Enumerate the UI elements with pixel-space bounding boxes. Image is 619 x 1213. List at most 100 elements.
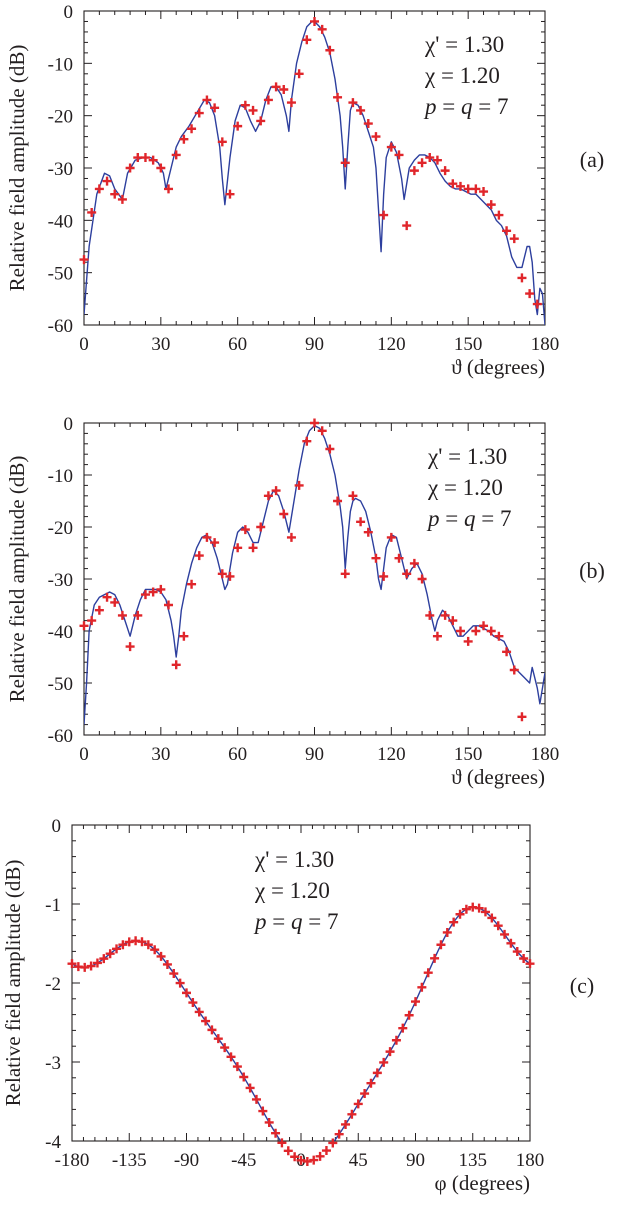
data-point-marker xyxy=(286,98,296,108)
data-point-marker xyxy=(509,665,519,675)
y-tick-label: -40 xyxy=(48,211,73,232)
data-point-marker xyxy=(117,610,127,620)
data-point-marker xyxy=(394,553,404,563)
data-point-marker xyxy=(87,616,97,626)
data-point-marker xyxy=(409,166,419,176)
data-point-marker xyxy=(356,105,366,115)
data-point-marker xyxy=(110,597,120,607)
data-point-marker xyxy=(440,166,450,176)
data-point-marker xyxy=(133,153,143,163)
x-tick-label: 120 xyxy=(377,334,406,355)
data-point-marker xyxy=(353,1099,363,1109)
data-point-marker xyxy=(67,959,77,969)
data-point-marker xyxy=(363,119,373,129)
data-point-marker xyxy=(302,35,312,45)
data-point-marker xyxy=(500,929,510,939)
y-tick-label: 0 xyxy=(64,414,74,435)
data-point-marker xyxy=(340,158,350,168)
x-tick-label: 0 xyxy=(79,744,89,765)
y-tick-label: -60 xyxy=(48,726,73,747)
x-tick-label: 180 xyxy=(531,744,560,765)
data-point-marker xyxy=(164,184,174,194)
data-point-marker xyxy=(502,647,512,657)
x-tick-label: -180 xyxy=(55,1150,90,1171)
data-point-marker xyxy=(471,184,481,194)
data-point-marker xyxy=(251,1094,261,1104)
data-point-marker xyxy=(179,631,189,641)
y-tick-label: -30 xyxy=(48,159,73,180)
data-point-marker xyxy=(402,221,412,231)
data-point-marker xyxy=(125,163,135,173)
data-point-marker xyxy=(494,210,504,220)
data-point-marker xyxy=(474,903,484,913)
data-point-marker xyxy=(279,509,289,519)
x-axis-label: ϑ (degrees) xyxy=(451,355,545,379)
data-point-marker xyxy=(125,642,135,652)
data-point-marker xyxy=(371,132,381,142)
x-tick-label: 90 xyxy=(305,744,324,765)
x-tick-label: -45 xyxy=(231,1150,256,1171)
data-point-marker xyxy=(449,917,459,927)
parameter-annotation: χ' = 1.30 xyxy=(427,444,507,469)
data-point-marker xyxy=(210,103,220,113)
data-point-marker xyxy=(432,631,442,641)
data-point-marker xyxy=(479,621,489,631)
y-tick-label: -40 xyxy=(48,622,73,643)
data-point-marker xyxy=(430,953,440,963)
data-point-marker xyxy=(290,1152,300,1162)
data-point-marker xyxy=(105,949,115,959)
data-point-marker xyxy=(194,551,204,561)
data-point-marker xyxy=(239,1072,249,1082)
data-point-marker xyxy=(86,961,96,971)
data-point-marker xyxy=(102,592,112,602)
data-point-marker xyxy=(386,532,396,542)
data-point-marker xyxy=(455,181,465,191)
data-point-marker xyxy=(256,116,266,126)
data-point-marker xyxy=(317,426,327,436)
data-point-marker xyxy=(333,92,343,102)
data-point-marker xyxy=(271,486,281,496)
data-point-marker xyxy=(398,1023,408,1033)
data-point-marker xyxy=(432,155,442,165)
x-tick-label: -90 xyxy=(174,1150,199,1171)
parameter-annotation: χ' = 1.30 xyxy=(254,847,334,872)
data-point-marker xyxy=(302,1156,312,1166)
data-point-marker xyxy=(99,954,109,964)
x-tick-label: 135 xyxy=(459,1150,488,1171)
data-point-marker xyxy=(92,958,102,968)
data-point-marker xyxy=(404,1010,414,1020)
parameter-annotation: χ' = 1.30 xyxy=(424,32,504,57)
x-axis-label: ϑ (degrees) xyxy=(451,765,545,789)
data-point-marker xyxy=(334,1129,344,1139)
data-point-marker xyxy=(187,124,197,134)
data-point-marker xyxy=(525,289,535,299)
data-point-marker xyxy=(417,574,427,584)
data-point-marker xyxy=(315,1151,325,1161)
data-point-marker xyxy=(245,1083,255,1093)
data-point-marker xyxy=(143,940,153,950)
x-axis-label: φ (degrees) xyxy=(435,1171,530,1195)
data-point-marker xyxy=(463,636,473,646)
data-point-marker xyxy=(286,532,296,542)
data-point-marker xyxy=(309,1155,319,1165)
x-tick-label: 45 xyxy=(349,1150,368,1171)
x-tick-label: 120 xyxy=(377,744,406,765)
x-tick-label: -135 xyxy=(112,1150,147,1171)
data-point-marker xyxy=(87,207,97,217)
data-point-marker xyxy=(325,444,335,454)
data-point-marker xyxy=(232,1062,242,1072)
data-point-marker xyxy=(171,660,181,670)
x-tick-label: 150 xyxy=(454,744,483,765)
data-point-marker xyxy=(493,921,503,931)
data-point-marker xyxy=(94,605,104,615)
data-point-marker xyxy=(321,1146,331,1156)
data-point-marker xyxy=(271,82,281,92)
data-point-marker xyxy=(423,968,433,978)
data-point-marker xyxy=(263,95,273,105)
data-point-marker xyxy=(448,179,458,189)
data-point-marker xyxy=(461,904,471,914)
data-point-marker xyxy=(175,978,185,988)
x-tick-label: 60 xyxy=(228,744,247,765)
data-point-marker xyxy=(277,1138,287,1148)
